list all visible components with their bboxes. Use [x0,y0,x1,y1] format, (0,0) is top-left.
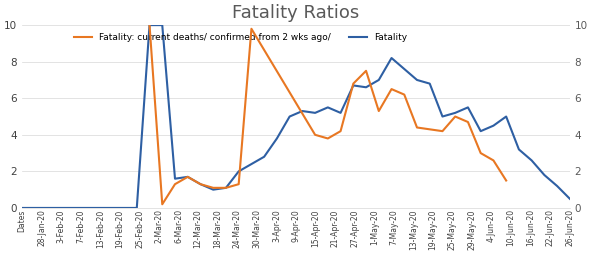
Fatality: current deaths/ confirmed from 2 wks ago/: (14, 1.3): current deaths/ confirmed from 2 wks ago… [197,183,204,186]
Fatality: current deaths/ confirmed from 2 wks ago/: (32, 4.3): current deaths/ confirmed from 2 wks ago… [426,128,433,131]
Fatality: current deaths/ confirmed from 2 wks ago/: (24, 3.8): current deaths/ confirmed from 2 wks ago… [324,137,332,140]
Fatality [401,68,408,71]
Fatality [248,163,255,166]
Fatality [375,78,382,82]
Fatality [413,78,420,82]
Fatality [223,186,230,189]
Title: Fatality Ratios: Fatality Ratios [233,4,359,22]
Line: Fatality: Fatality [22,25,570,208]
Fatality [516,148,523,151]
Fatality [69,207,76,210]
Line: Fatality: current deaths/ confirmed from 2 wks ago/: Fatality: current deaths/ confirmed from… [150,25,506,204]
Fatality [439,115,446,118]
Fatality [541,173,548,177]
Fatality [18,207,25,210]
Fatality: current deaths/ confirmed from 2 wks ago/: (10, 10): current deaths/ confirmed from 2 wks ago… [146,24,153,27]
Fatality: current deaths/ confirmed from 2 wks ago/: (27, 7.5): current deaths/ confirmed from 2 wks ago… [362,69,369,72]
Fatality: current deaths/ confirmed from 2 wks ago/: (23, 4): current deaths/ confirmed from 2 wks ago… [311,133,318,136]
Fatality: current deaths/ confirmed from 2 wks ago/: (29, 6.5): current deaths/ confirmed from 2 wks ago… [388,88,395,91]
Fatality [210,188,217,191]
Fatality [528,159,535,162]
Fatality: current deaths/ confirmed from 2 wks ago/: (13, 1.7): current deaths/ confirmed from 2 wks ago… [184,175,191,178]
Fatality [324,106,332,109]
Fatality [235,170,242,173]
Fatality: current deaths/ confirmed from 2 wks ago/: (11, 0.2): current deaths/ confirmed from 2 wks ago… [159,203,166,206]
Fatality [133,207,140,210]
Fatality: current deaths/ confirmed from 2 wks ago/: (18, 9.8): current deaths/ confirmed from 2 wks ago… [248,27,255,30]
Fatality [260,155,268,158]
Fatality [490,124,497,127]
Fatality [197,183,204,186]
Fatality: current deaths/ confirmed from 2 wks ago/: (25, 4.2): current deaths/ confirmed from 2 wks ago… [337,130,344,133]
Fatality [311,111,318,114]
Fatality: current deaths/ confirmed from 2 wks ago/: (16, 1.1): current deaths/ confirmed from 2 wks ago… [223,186,230,189]
Legend: Fatality: current deaths/ confirmed from 2 wks ago/, Fatality: Fatality: current deaths/ confirmed from… [70,30,411,46]
Fatality: current deaths/ confirmed from 2 wks ago/: (36, 3): current deaths/ confirmed from 2 wks ago… [477,152,484,155]
Fatality [452,111,459,114]
Fatality: current deaths/ confirmed from 2 wks ago/: (28, 5.3): current deaths/ confirmed from 2 wks ago… [375,109,382,113]
Fatality [95,207,102,210]
Fatality [108,207,115,210]
Fatality [388,56,395,59]
Fatality [172,177,179,180]
Fatality [337,111,344,114]
Fatality [477,130,484,133]
Fatality [121,207,128,210]
Fatality [426,82,433,85]
Fatality: current deaths/ confirmed from 2 wks ago/: (38, 1.5): current deaths/ confirmed from 2 wks ago… [503,179,510,182]
Fatality: current deaths/ confirmed from 2 wks ago/: (15, 1.1): current deaths/ confirmed from 2 wks ago… [210,186,217,189]
Fatality: current deaths/ confirmed from 2 wks ago/: (31, 4.4): current deaths/ confirmed from 2 wks ago… [413,126,420,129]
Fatality: current deaths/ confirmed from 2 wks ago/: (35, 4.7): current deaths/ confirmed from 2 wks ago… [464,120,471,123]
Fatality [464,106,471,109]
Fatality: current deaths/ confirmed from 2 wks ago/: (34, 5): current deaths/ confirmed from 2 wks ago… [452,115,459,118]
Fatality: current deaths/ confirmed from 2 wks ago/: (37, 2.6): current deaths/ confirmed from 2 wks ago… [490,159,497,162]
Fatality [274,137,281,140]
Fatality: current deaths/ confirmed from 2 wks ago/: (30, 6.2): current deaths/ confirmed from 2 wks ago… [401,93,408,96]
Fatality [82,207,89,210]
Fatality: current deaths/ confirmed from 2 wks ago/: (26, 6.8): current deaths/ confirmed from 2 wks ago… [350,82,357,85]
Fatality [503,115,510,118]
Fatality [286,115,293,118]
Fatality [567,197,574,200]
Fatality [362,86,369,89]
Fatality [44,207,51,210]
Fatality [350,84,357,87]
Fatality [554,184,561,187]
Fatality: current deaths/ confirmed from 2 wks ago/: (17, 1.3): current deaths/ confirmed from 2 wks ago… [235,183,242,186]
Fatality [184,175,191,178]
Fatality [146,24,153,27]
Fatality: current deaths/ confirmed from 2 wks ago/: (33, 4.2): current deaths/ confirmed from 2 wks ago… [439,130,446,133]
Fatality [159,24,166,27]
Fatality [299,109,306,113]
Fatality [57,207,64,210]
Fatality: current deaths/ confirmed from 2 wks ago/: (12, 1.3): current deaths/ confirmed from 2 wks ago… [172,183,179,186]
Fatality [31,207,38,210]
